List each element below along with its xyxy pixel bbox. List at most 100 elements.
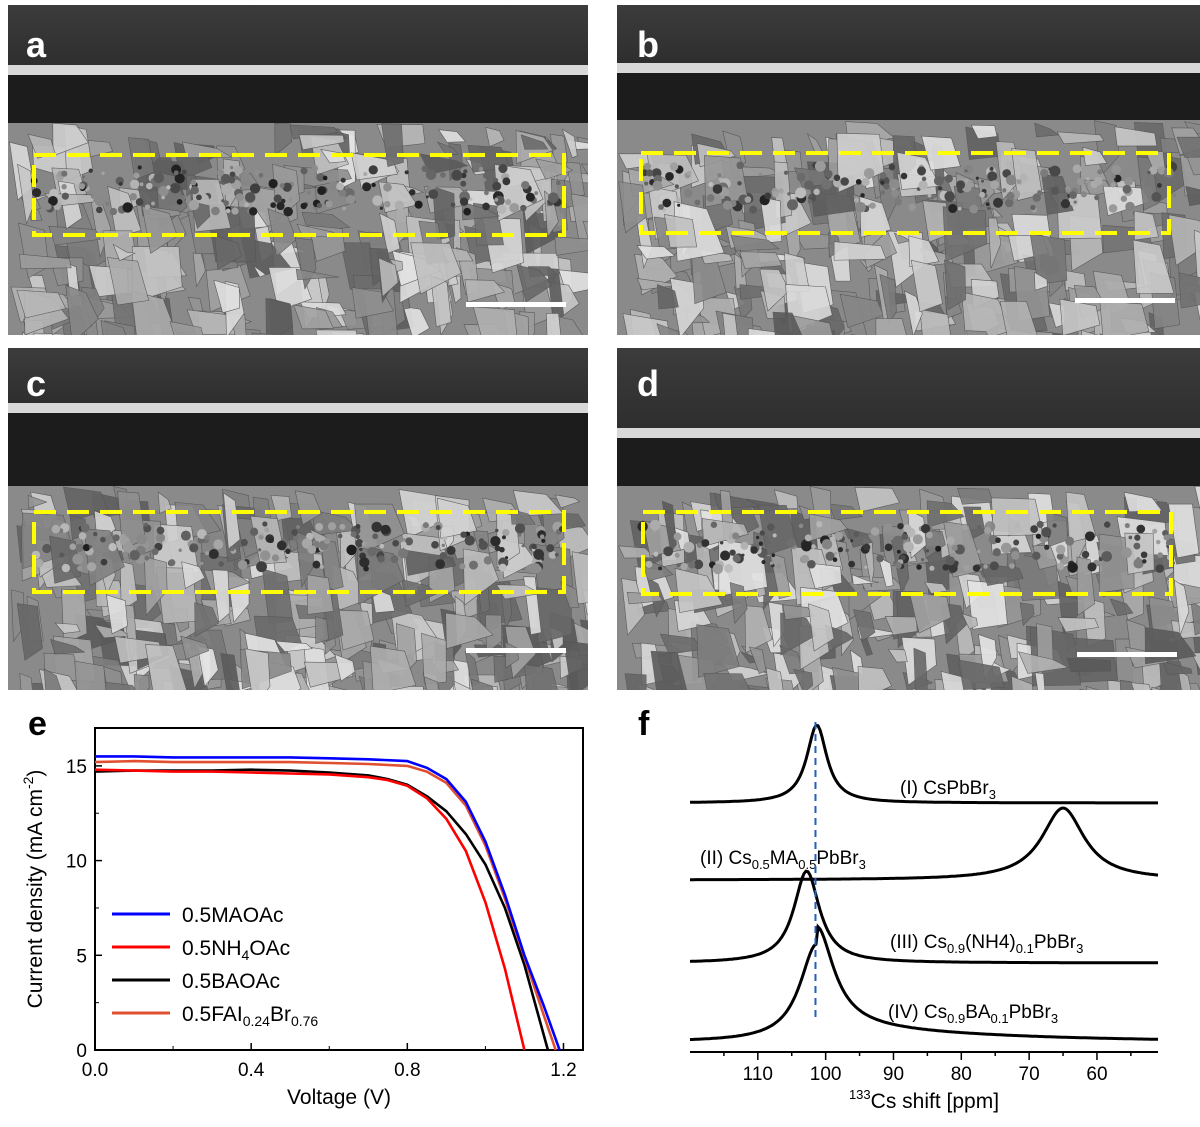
sem-pore bbox=[161, 196, 165, 200]
sem-pore bbox=[948, 204, 957, 213]
series-line bbox=[95, 770, 548, 1050]
sem-pore bbox=[1086, 177, 1090, 181]
sem-pore bbox=[845, 549, 848, 552]
sem-pore bbox=[339, 524, 345, 530]
sem-pore bbox=[808, 199, 813, 204]
sem-pore bbox=[328, 522, 336, 530]
sem-pore bbox=[390, 555, 398, 563]
sem-pore bbox=[296, 525, 300, 529]
sem-pore bbox=[885, 544, 893, 552]
sem-pore bbox=[483, 178, 487, 182]
legend-label: 0.5NH4OAc bbox=[182, 937, 290, 963]
sem-pore bbox=[505, 199, 511, 205]
sem-pore bbox=[771, 553, 775, 557]
sem-pore bbox=[935, 546, 941, 552]
sem-pore bbox=[530, 563, 541, 574]
sem-pore bbox=[864, 566, 867, 569]
sem-pore bbox=[917, 167, 926, 176]
sem-pore bbox=[502, 177, 510, 185]
sem-pore bbox=[223, 200, 229, 206]
sem-pore bbox=[663, 546, 673, 556]
sem-pore bbox=[521, 181, 529, 189]
sem-pore bbox=[990, 167, 994, 171]
sem-pore bbox=[231, 207, 238, 214]
sem-pore bbox=[1087, 562, 1096, 571]
sem-pore bbox=[93, 532, 97, 536]
sem-pore bbox=[89, 169, 93, 173]
sem-pore bbox=[401, 541, 407, 547]
sem-pore bbox=[230, 171, 236, 177]
sem-pore bbox=[531, 544, 536, 549]
sem-pore bbox=[799, 524, 803, 528]
sem-pore bbox=[825, 170, 833, 178]
sem-pore bbox=[1032, 552, 1040, 560]
legend-label: 0.5FAI0.24Br0.76 bbox=[182, 1003, 318, 1029]
spectrum-label: (III) Cs0.9(NH4)0.1PbBr3 bbox=[890, 932, 1083, 956]
sem-pore bbox=[981, 180, 984, 183]
sem-electrode-line bbox=[617, 428, 1200, 438]
sem-pore bbox=[325, 200, 332, 207]
nmr-spectra-chart: f(I) CsPbBr3(II) Cs0.5MA0.5PbBr3(III) Cs… bbox=[600, 700, 1200, 1122]
sem-pore bbox=[713, 184, 723, 194]
sem-pore bbox=[903, 524, 911, 532]
sem-pore bbox=[1036, 534, 1041, 539]
sem-pore bbox=[270, 202, 276, 208]
sem-pore bbox=[154, 173, 165, 184]
sem-pore bbox=[398, 548, 408, 558]
sem-pore bbox=[509, 203, 519, 213]
sem-pore bbox=[759, 542, 763, 546]
sem-pore bbox=[90, 198, 93, 201]
sem-pore bbox=[1057, 563, 1064, 570]
sem-pore bbox=[1030, 205, 1035, 210]
sem-pore bbox=[415, 201, 423, 209]
sem-pore bbox=[876, 555, 884, 563]
sem-pore bbox=[130, 550, 140, 560]
sem-image-c: c bbox=[8, 348, 588, 690]
sem-pore bbox=[359, 557, 369, 567]
sem-pore bbox=[291, 529, 297, 535]
spectrum-label: (IV) Cs0.9BA0.1PbBr3 bbox=[888, 1002, 1058, 1026]
sem-electrode-line bbox=[8, 403, 588, 413]
y-tick-label: 5 bbox=[76, 946, 87, 967]
sem-pore bbox=[816, 521, 822, 527]
sem-pore bbox=[1156, 564, 1165, 573]
sem-pore bbox=[1147, 171, 1151, 175]
sem-pore bbox=[546, 544, 554, 552]
sem-pore bbox=[1051, 187, 1059, 195]
sem-pore bbox=[363, 566, 369, 572]
sem-pore bbox=[540, 534, 544, 538]
sem-pore bbox=[894, 198, 902, 206]
sem-pore bbox=[245, 192, 255, 202]
sem-pore bbox=[320, 565, 324, 569]
sem-pore bbox=[863, 544, 870, 551]
sem-pore bbox=[381, 525, 391, 535]
sem-pore bbox=[676, 198, 680, 202]
sem-pore bbox=[1011, 551, 1020, 560]
sem-pore bbox=[1125, 523, 1130, 528]
sem-pore bbox=[119, 182, 123, 186]
sem-pore bbox=[1001, 543, 1012, 554]
sem-pore bbox=[484, 190, 489, 195]
sem-pore bbox=[1044, 545, 1049, 550]
sem-pore bbox=[274, 195, 282, 203]
scale-bar bbox=[1077, 652, 1177, 657]
sem-grain bbox=[740, 252, 782, 269]
sem-pore bbox=[241, 539, 248, 546]
sem-pore bbox=[729, 550, 735, 556]
sem-pore bbox=[451, 202, 456, 207]
sem-pore bbox=[736, 162, 744, 170]
sem-pore bbox=[787, 192, 791, 196]
sem-image-d: d bbox=[617, 348, 1200, 690]
sem-pore bbox=[460, 197, 468, 205]
sem-pore bbox=[990, 561, 999, 570]
sem-pore bbox=[555, 553, 559, 557]
sem-pore bbox=[652, 181, 662, 191]
sem-pore bbox=[341, 178, 346, 183]
sem-pore bbox=[518, 533, 522, 537]
sem-pore bbox=[289, 197, 293, 201]
sem-pore bbox=[741, 554, 744, 557]
sem-pore bbox=[229, 546, 234, 551]
legend-label: 0.5BAOAc bbox=[182, 970, 280, 993]
sem-pore bbox=[1152, 529, 1157, 534]
